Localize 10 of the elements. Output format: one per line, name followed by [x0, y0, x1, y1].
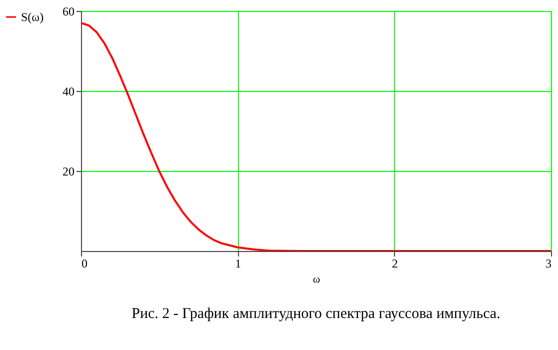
- x-tick-label: 2: [392, 256, 398, 270]
- x-tick-label: 0: [82, 256, 88, 270]
- legend-label: S(ω): [21, 10, 44, 24]
- x-axis-title: ω: [312, 274, 320, 286]
- x-tick-label: 3: [546, 256, 552, 270]
- y-tick-label: 20: [62, 164, 74, 178]
- y-tick-label: 60: [62, 4, 74, 18]
- x-tick-label: 1: [235, 256, 242, 270]
- text: Рис. 2 - График амплитудного спектра гауссова импульса.: [132, 306, 500, 322]
- y-tick-label: 40: [62, 84, 74, 98]
